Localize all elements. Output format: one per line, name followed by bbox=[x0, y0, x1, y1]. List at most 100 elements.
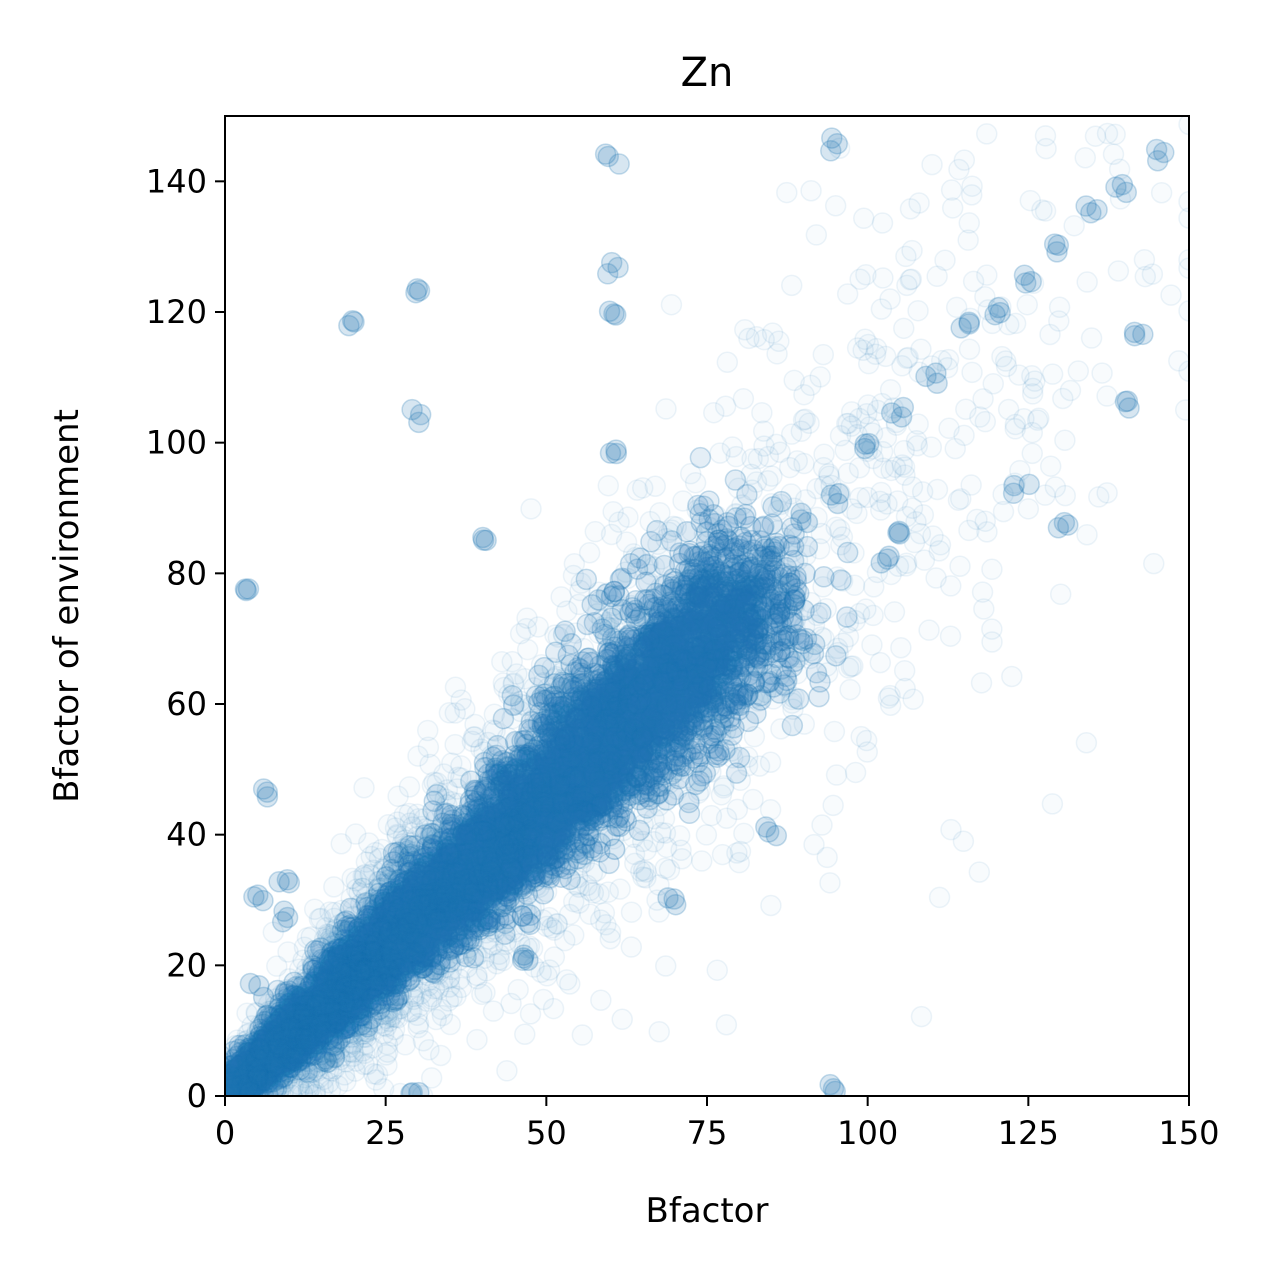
point-marker bbox=[225, 1069, 244, 1091]
point-marker bbox=[248, 1067, 271, 1089]
point-marker bbox=[275, 1015, 297, 1038]
point-marker bbox=[295, 1027, 317, 1050]
point-marker bbox=[253, 1052, 276, 1074]
point-marker bbox=[231, 1068, 254, 1091]
point-marker bbox=[269, 1046, 292, 1068]
point-marker bbox=[225, 1075, 241, 1096]
point-marker bbox=[265, 1042, 287, 1064]
point-marker bbox=[248, 1067, 270, 1090]
point-marker bbox=[232, 1057, 254, 1080]
point-marker bbox=[251, 1032, 273, 1055]
point-marker bbox=[263, 1078, 285, 1096]
point-marker bbox=[237, 1083, 260, 1096]
point-marker bbox=[250, 1058, 272, 1081]
point-marker bbox=[231, 1067, 254, 1090]
point-marker bbox=[260, 1068, 282, 1091]
point-marker bbox=[240, 1061, 263, 1083]
point-marker bbox=[251, 1048, 273, 1071]
point-marker bbox=[254, 1056, 276, 1079]
point-marker bbox=[247, 1094, 259, 1096]
point-marker bbox=[225, 1079, 240, 1096]
point-marker bbox=[272, 1028, 295, 1050]
point-marker bbox=[225, 1083, 244, 1096]
point-marker bbox=[249, 1036, 272, 1058]
point-marker bbox=[263, 1048, 286, 1070]
point-marker bbox=[232, 1073, 254, 1095]
point-marker bbox=[225, 1071, 242, 1094]
point-marker bbox=[263, 1046, 286, 1068]
point-marker bbox=[225, 1075, 247, 1096]
point-marker bbox=[233, 1076, 256, 1096]
point-marker bbox=[225, 1075, 245, 1096]
point-marker bbox=[233, 1079, 255, 1096]
point-marker bbox=[231, 1069, 253, 1091]
point-marker bbox=[229, 1073, 252, 1096]
point-marker bbox=[269, 1042, 292, 1065]
point-marker bbox=[278, 1046, 300, 1069]
point-marker bbox=[250, 1056, 272, 1078]
point-marker bbox=[233, 1066, 256, 1089]
point-marker bbox=[232, 1072, 254, 1094]
point-marker bbox=[225, 1059, 244, 1081]
point-marker bbox=[234, 1078, 256, 1096]
point-marker bbox=[273, 1041, 296, 1063]
point-marker bbox=[231, 1066, 253, 1089]
point-marker bbox=[235, 1060, 257, 1083]
point-marker bbox=[229, 1067, 252, 1090]
point-marker bbox=[243, 1054, 266, 1076]
point-marker bbox=[226, 1064, 248, 1086]
point-marker bbox=[262, 1071, 284, 1093]
point-marker bbox=[239, 1073, 262, 1095]
point-marker bbox=[232, 1082, 254, 1096]
point-marker bbox=[274, 1050, 297, 1073]
point-marker bbox=[259, 1052, 282, 1075]
point-marker bbox=[248, 1061, 271, 1084]
point-marker bbox=[250, 1050, 273, 1072]
point-marker bbox=[277, 1036, 299, 1059]
point-marker bbox=[249, 1053, 271, 1075]
data-point bbox=[225, 1025, 299, 1096]
point-marker bbox=[238, 1068, 260, 1091]
point-marker bbox=[225, 1082, 245, 1096]
point-marker bbox=[225, 1075, 242, 1096]
point-marker bbox=[265, 1037, 288, 1059]
point-marker bbox=[270, 1050, 293, 1073]
point-marker bbox=[229, 1073, 252, 1096]
point-marker bbox=[252, 1055, 274, 1078]
point-marker bbox=[266, 1025, 288, 1047]
point-marker bbox=[247, 1037, 269, 1059]
point-marker bbox=[225, 1080, 242, 1096]
point-marker bbox=[225, 1077, 243, 1096]
point-marker bbox=[255, 1033, 278, 1055]
point-marker bbox=[225, 1072, 241, 1094]
point-marker bbox=[248, 1066, 271, 1089]
point-marker bbox=[248, 1067, 270, 1089]
point-marker bbox=[239, 1059, 262, 1082]
point-marker bbox=[251, 1051, 273, 1074]
point-marker bbox=[239, 1070, 261, 1093]
point-marker bbox=[225, 1063, 244, 1085]
point-marker bbox=[259, 1053, 281, 1075]
point-marker bbox=[254, 1056, 276, 1079]
point-marker bbox=[225, 1069, 239, 1091]
point-marker bbox=[232, 1067, 255, 1090]
point-marker bbox=[269, 1030, 291, 1052]
point-marker bbox=[229, 1041, 252, 1064]
point-marker bbox=[290, 1049, 312, 1072]
point-marker bbox=[228, 1062, 250, 1085]
point-marker bbox=[245, 1059, 268, 1082]
point-marker bbox=[255, 1041, 278, 1064]
point-marker bbox=[247, 1054, 269, 1076]
point-marker bbox=[242, 1032, 265, 1054]
point-marker bbox=[230, 1079, 252, 1096]
point-marker bbox=[246, 1065, 269, 1088]
point-marker bbox=[246, 1055, 268, 1078]
point-marker bbox=[226, 1071, 249, 1093]
point-marker bbox=[241, 1076, 264, 1096]
point-marker bbox=[251, 1064, 274, 1087]
point-marker bbox=[234, 1085, 256, 1096]
point-marker bbox=[261, 1043, 283, 1066]
data-point bbox=[225, 1040, 282, 1096]
point-marker bbox=[245, 1053, 267, 1075]
point-marker bbox=[255, 1054, 277, 1076]
